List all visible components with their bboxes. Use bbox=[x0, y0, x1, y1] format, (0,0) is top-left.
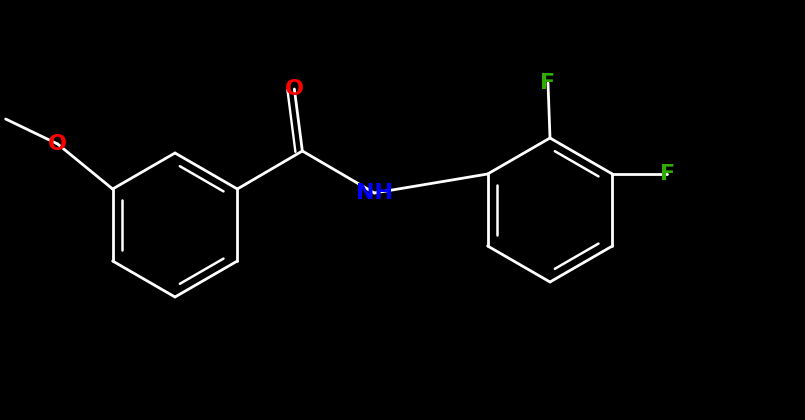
Text: F: F bbox=[540, 73, 555, 93]
Text: O: O bbox=[285, 79, 303, 99]
Text: F: F bbox=[660, 164, 675, 184]
Text: NH: NH bbox=[356, 183, 393, 203]
Text: O: O bbox=[48, 134, 67, 154]
